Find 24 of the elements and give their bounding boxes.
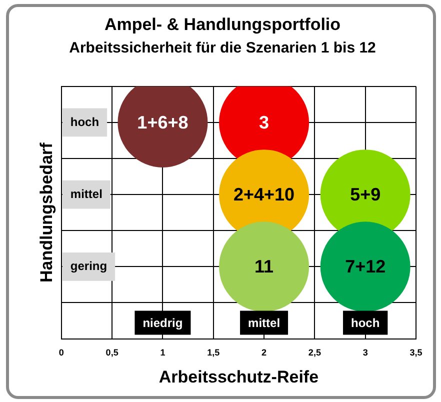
x-tick-label: 0 (58, 348, 64, 358)
x-tick-label: 1 (160, 348, 166, 358)
x-tick-label: 0,5 (106, 348, 118, 358)
annotation: niedrig (142, 316, 183, 330)
x-axis-title: Arbeitsschutz-Reife (158, 367, 319, 386)
y-tick-label: gering (70, 259, 108, 273)
annotation: 7+12 (345, 256, 386, 277)
x-tick-label: 1,5 (207, 348, 220, 358)
chart-subtitle: Arbeitssicherheit für die Szenarien 1 bis 12 (69, 40, 376, 57)
annotation: mittel (248, 316, 280, 330)
annotation: 1+6+8 (137, 112, 188, 132)
annotation: 11 (254, 256, 274, 277)
x-tick-label: 3,5 (410, 348, 422, 358)
chart-title: Ampel- & Handlungsportfolio (104, 14, 341, 34)
annotation: 3 (259, 112, 270, 132)
y-tick-label: mittel (70, 186, 102, 201)
annotation: 5+9 (350, 184, 381, 205)
y-axis-title: Handlungsbedarf (36, 142, 56, 282)
x-tick-label: 3 (362, 348, 368, 358)
y-tick-label: hoch (70, 114, 100, 129)
annotation: 2+4+10 (233, 184, 295, 205)
annotation: hoch (351, 316, 380, 330)
x-tick-label: 2,5 (308, 348, 321, 358)
x-tick-label: 2 (262, 348, 267, 358)
